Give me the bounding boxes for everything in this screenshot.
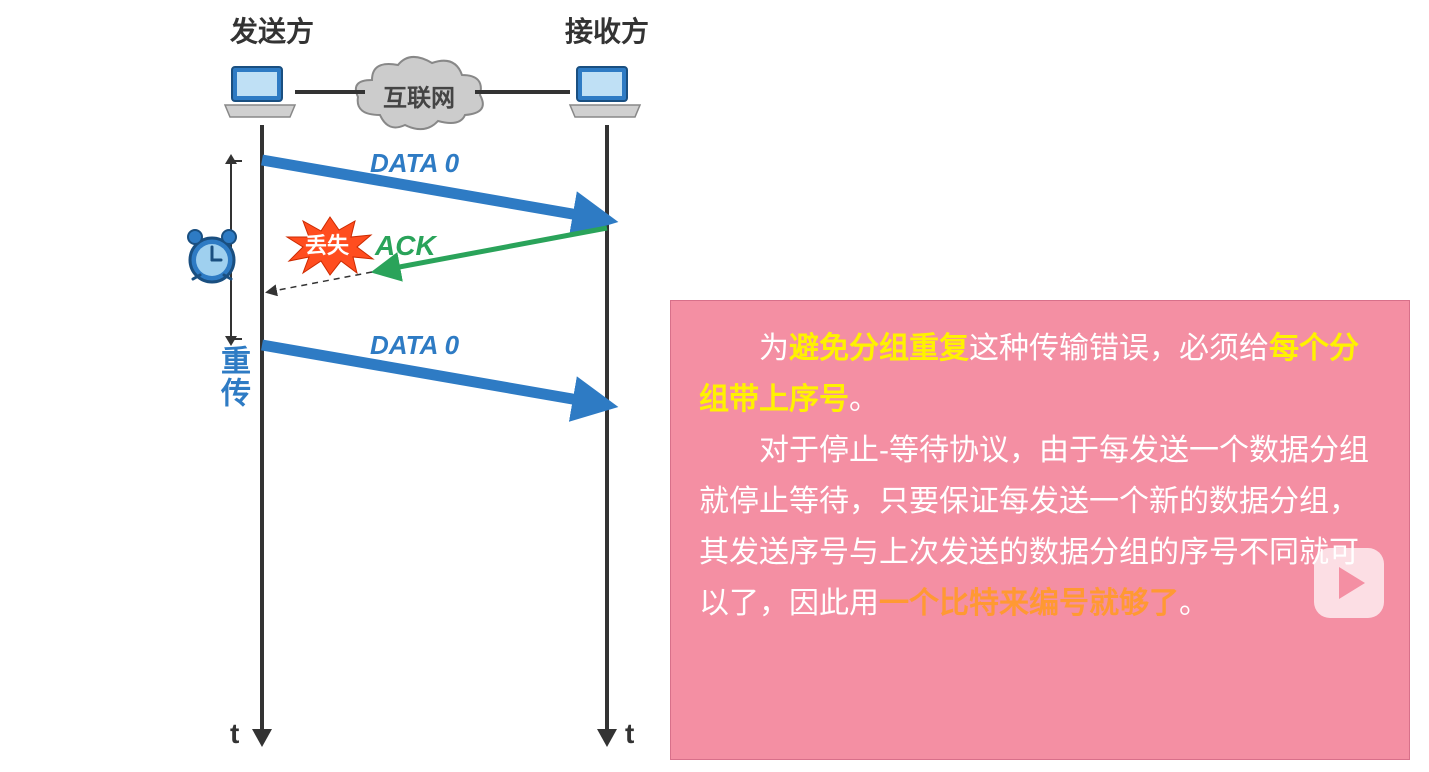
play-button-overlay[interactable] (1314, 548, 1384, 618)
explanation-box: 为避免分组重复这种传输错误，必须给每个分组带上序号。 对于停止-等待协议，由于每… (670, 300, 1410, 760)
ack-label: ACK (375, 230, 436, 262)
data0-label-retx: DATA 0 (370, 330, 459, 361)
data0-label-first: DATA 0 (370, 148, 459, 179)
message-arrows (200, 10, 700, 760)
internet-label: 互联网 (383, 78, 455, 113)
arrow-ack-lost-tail (268, 272, 372, 292)
explanation-paragraph-2: 对于停止-等待协议，由于每发送一个数据分组就停止等待，只要保证每发送一个新的数据… (699, 425, 1381, 629)
explanation-paragraph-1: 为避免分组重复这种传输错误，必须给每个分组带上序号。 (699, 323, 1381, 425)
protocol-sequence-diagram: 发送方 接收方 互联网 t t 重传 (200, 10, 700, 760)
lost-label: 丢失 (305, 228, 349, 260)
